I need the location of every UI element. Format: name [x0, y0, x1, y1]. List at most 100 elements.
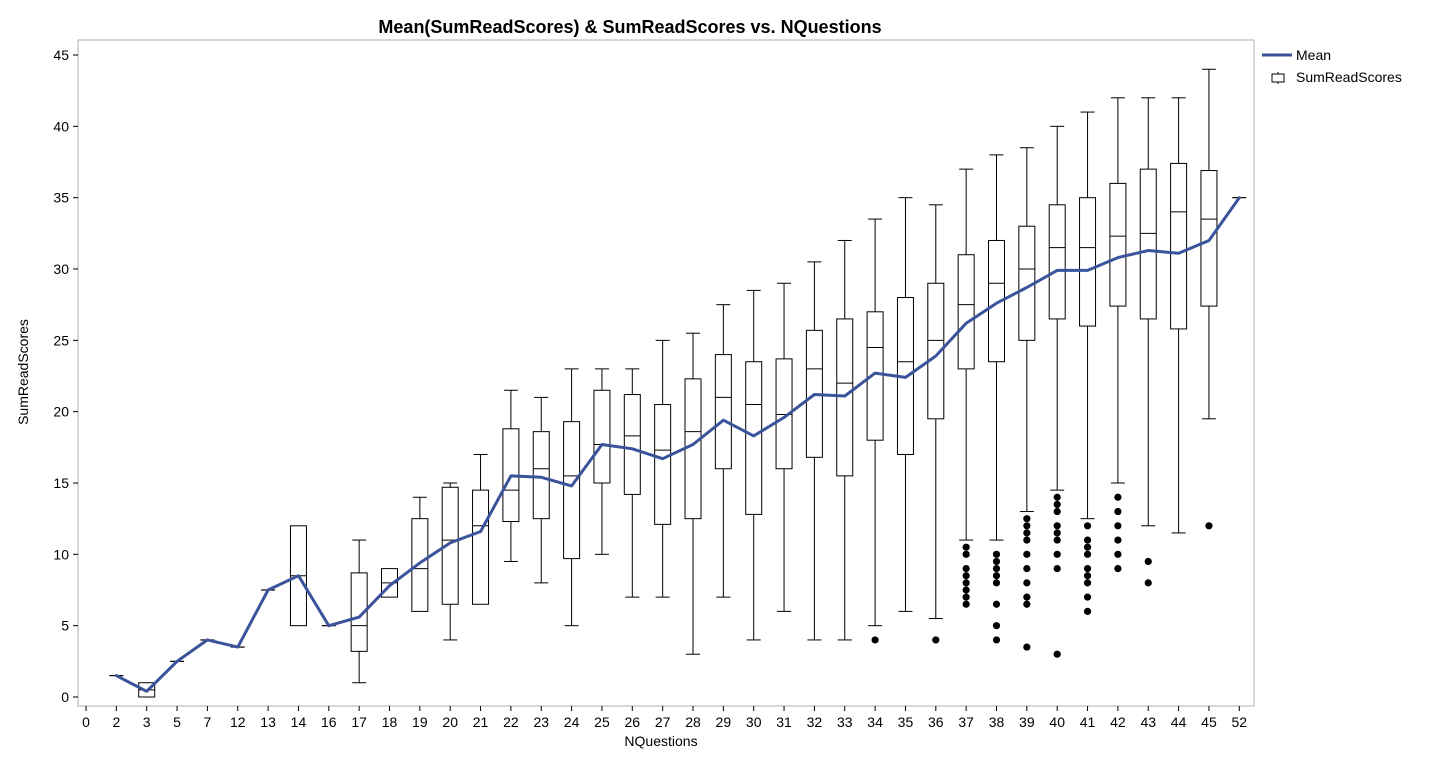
outlier-point	[1023, 522, 1031, 530]
outlier-point	[1023, 579, 1031, 587]
outlier-point	[1053, 550, 1061, 558]
outlier-point	[1053, 507, 1061, 516]
box-body	[593, 389, 611, 484]
x-tick-label: 34	[867, 714, 883, 730]
outlier-point	[1114, 522, 1122, 530]
box-body	[1109, 182, 1127, 307]
outlier-point	[962, 586, 970, 594]
outlier-point	[962, 600, 970, 608]
outlier-point	[1083, 565, 1092, 573]
outlier-point	[992, 557, 1001, 566]
outlier-point	[1023, 536, 1031, 544]
outlier-point	[871, 636, 879, 644]
box-body	[714, 354, 732, 470]
outlier-point	[962, 550, 970, 558]
legend-box-swatch	[1271, 72, 1285, 84]
outlier-point	[1083, 579, 1092, 587]
outlier-point	[1053, 500, 1061, 508]
outlier-point	[1114, 565, 1122, 573]
outlier-point	[962, 579, 970, 587]
x-tick-label: 24	[564, 714, 580, 730]
y-tick-label: 35	[53, 190, 69, 206]
box-body	[927, 282, 945, 420]
box-19	[411, 496, 429, 612]
x-tick-label: 39	[1019, 714, 1035, 730]
outlier-point	[992, 579, 1001, 587]
x-tick-label: 29	[716, 714, 732, 730]
x-tick-label: 44	[1171, 714, 1187, 730]
box-body	[654, 404, 672, 525]
x-tick-label: 19	[412, 714, 428, 730]
x-tick-label: 21	[473, 714, 489, 730]
box-20	[441, 482, 459, 641]
outlier-point	[1114, 493, 1122, 501]
x-tick-label: 38	[989, 714, 1005, 730]
y-tick-label: 45	[53, 47, 69, 63]
outlier-point	[992, 572, 1001, 580]
x-tick-label: 32	[807, 714, 823, 730]
box-24	[563, 368, 581, 627]
box-26	[623, 368, 641, 598]
x-tick-label: 2	[112, 714, 120, 730]
outlier-point	[1023, 643, 1031, 651]
x-tick-label: 23	[533, 714, 549, 730]
box-body	[745, 361, 763, 515]
x-tick-label: 16	[321, 714, 337, 730]
box-body	[957, 254, 975, 370]
outlier-point	[992, 622, 1001, 630]
box-body	[775, 358, 793, 470]
outlier-point	[1023, 550, 1031, 558]
outlier-point	[962, 572, 970, 580]
outlier-point	[1023, 600, 1031, 608]
x-tick-label: 52	[1232, 714, 1248, 730]
outlier-point	[1053, 650, 1061, 658]
outlier-point	[1144, 579, 1152, 587]
mean-series-line	[114, 196, 1241, 693]
legend-mean-label: Mean	[1296, 47, 1331, 63]
box-body	[472, 489, 490, 605]
box-41	[1079, 111, 1097, 520]
outlier-point	[962, 565, 970, 573]
outlier-point	[1083, 536, 1092, 544]
box-27	[654, 339, 672, 598]
box-17	[350, 539, 368, 684]
box-body	[866, 311, 884, 441]
box-38	[988, 154, 1005, 541]
box-body	[1079, 197, 1097, 327]
outlier-point	[992, 565, 1001, 573]
x-tick-label: 7	[204, 714, 212, 730]
outlier-point	[1083, 593, 1092, 601]
outlier-point	[1083, 572, 1092, 580]
x-tick-label: 13	[260, 714, 276, 730]
outlier-point	[1053, 493, 1061, 501]
y-tick-label: 15	[53, 475, 69, 491]
y-tick-label: 5	[61, 618, 69, 634]
x-tick-label: 30	[746, 714, 762, 730]
x-tick-label: 41	[1080, 714, 1096, 730]
x-tick-label: 5	[173, 714, 181, 730]
box-34	[866, 218, 884, 627]
box-42	[1109, 97, 1127, 484]
outlier-point	[992, 636, 1001, 644]
x-tick-label: 43	[1140, 714, 1156, 730]
x-tick-label: 17	[351, 714, 367, 730]
outlier-point	[962, 593, 970, 601]
box-30	[745, 289, 763, 641]
outlier-point	[1144, 557, 1152, 566]
outlier-point	[1023, 593, 1031, 601]
x-axis-label: NQuestions	[624, 733, 697, 749]
y-tick-label: 20	[53, 404, 69, 420]
box-body	[1048, 204, 1066, 320]
x-tick-label: 26	[625, 714, 641, 730]
x-tick-label: 35	[898, 714, 914, 730]
box-40	[1048, 125, 1066, 491]
x-tick-label: 20	[442, 714, 458, 730]
outlier-point	[1114, 536, 1122, 544]
x-tick-label: 22	[503, 714, 519, 730]
outlier-point	[1053, 536, 1061, 544]
outlier-point	[992, 600, 1001, 608]
box-44	[1170, 97, 1188, 534]
box-28	[684, 332, 702, 655]
box-body	[1170, 162, 1188, 330]
